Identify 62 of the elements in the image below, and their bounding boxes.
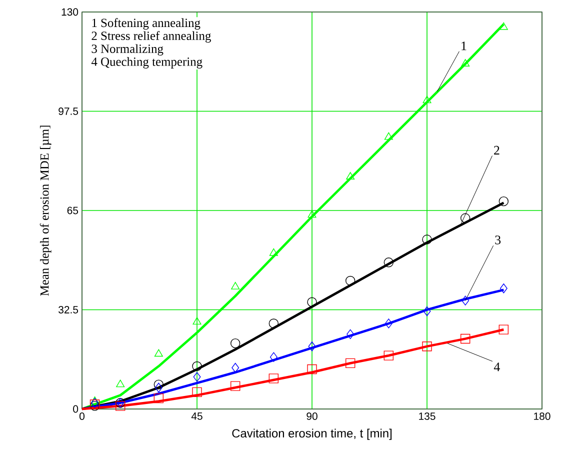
x-tick-label: 0	[80, 412, 85, 420]
point	[268, 374, 279, 384]
point	[384, 132, 393, 140]
point	[498, 324, 509, 334]
point	[192, 361, 202, 372]
point	[346, 329, 354, 340]
point	[307, 364, 317, 374]
point	[422, 342, 432, 352]
annotation: 4 Queching tempering	[91, 57, 202, 68]
point	[345, 276, 356, 286]
annotation: 1 Softening annealing	[92, 18, 200, 30]
y-tick-label: 97.5	[58, 108, 78, 115]
point	[232, 362, 240, 373]
point	[115, 401, 126, 411]
point	[231, 282, 240, 290]
annotation: 1	[462, 42, 466, 50]
annotation: 3	[495, 236, 501, 244]
point	[192, 387, 202, 398]
point	[230, 381, 240, 391]
x-axis-title: Cavitation erosion time, t [min]	[232, 428, 392, 440]
point	[154, 349, 163, 357]
annotation: 4	[494, 362, 500, 372]
point	[269, 248, 278, 256]
annotation: 3 Normalizing	[92, 44, 164, 56]
x-tick-label: 90	[306, 412, 318, 420]
point	[423, 306, 431, 316]
point	[346, 172, 355, 180]
y-tick-label: 0	[73, 405, 78, 413]
point	[498, 196, 509, 206]
point	[307, 297, 317, 307]
point	[384, 258, 394, 268]
y-axis-title: Mean depth of erosion MDE [µm]	[40, 126, 52, 296]
point	[500, 284, 508, 294]
point	[192, 317, 202, 325]
point	[230, 338, 240, 348]
point	[308, 210, 316, 218]
point	[154, 382, 162, 392]
point	[499, 22, 508, 30]
y-tick-label: 130	[62, 8, 78, 16]
point	[462, 296, 470, 306]
point	[268, 318, 279, 328]
point	[154, 393, 164, 404]
x-tick-label: 135	[419, 412, 436, 420]
point	[384, 350, 394, 360]
x-tick-label: 45	[191, 412, 202, 420]
point	[422, 96, 432, 104]
point	[270, 352, 278, 362]
point	[422, 234, 432, 244]
y-tick-label: 32.5	[58, 306, 78, 314]
point	[460, 213, 470, 223]
point	[193, 372, 201, 382]
point	[154, 380, 164, 390]
point	[384, 318, 392, 328]
annotation: 2	[494, 146, 500, 155]
annotation: 2 Stress relief annealing	[92, 31, 211, 43]
point	[461, 59, 470, 66]
point	[308, 342, 316, 352]
point	[460, 334, 470, 344]
point	[116, 380, 125, 388]
point	[345, 358, 356, 368]
y-tick-label: 65	[67, 206, 78, 214]
x-tick-label: 180	[534, 412, 550, 420]
